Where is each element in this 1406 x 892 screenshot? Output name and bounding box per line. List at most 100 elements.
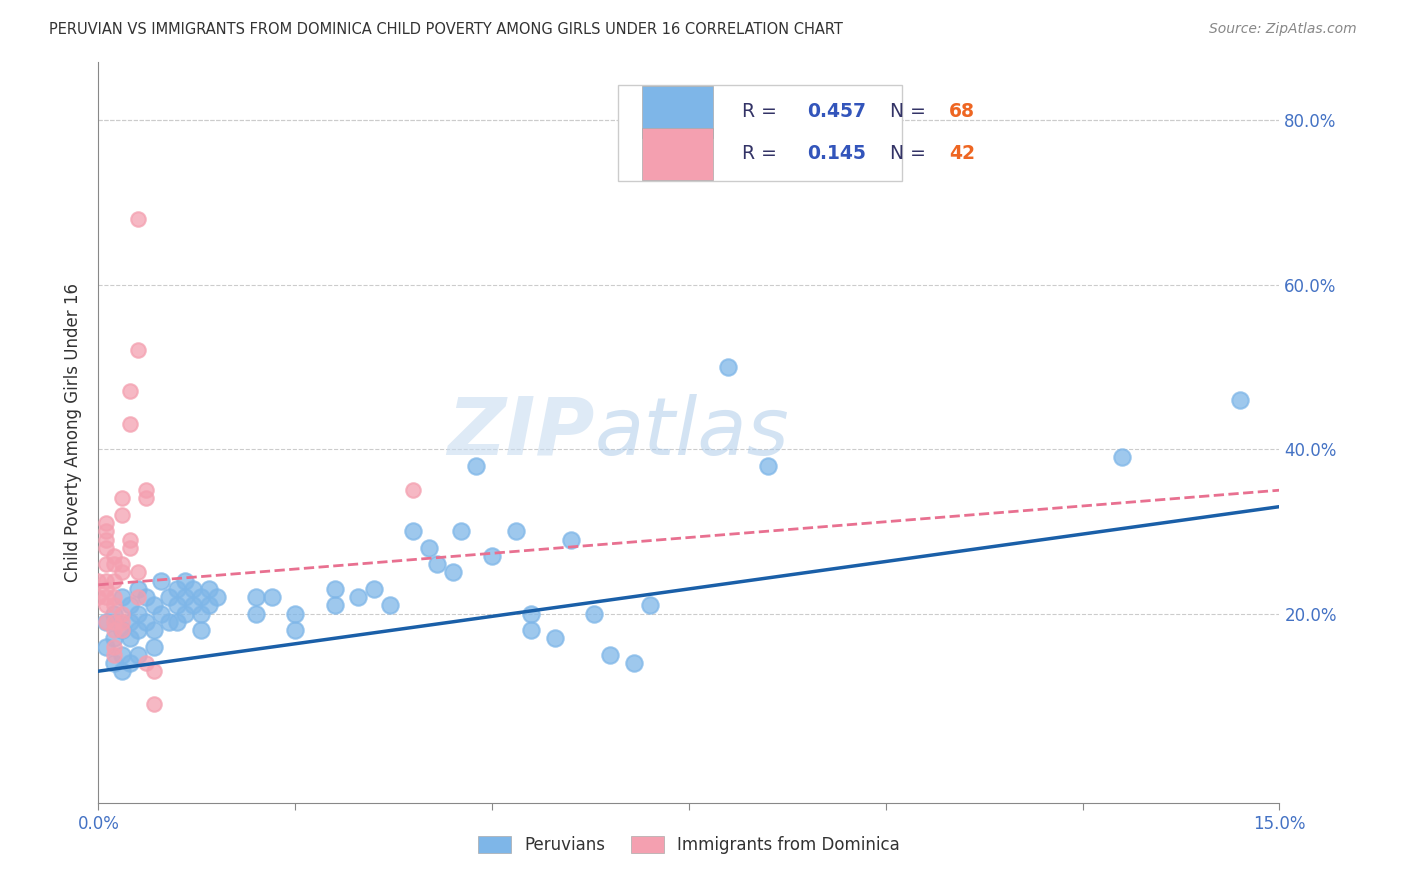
Point [127,582,149,596]
Point [118,599,141,613]
Point [520,623,543,637]
Text: R =: R = [742,102,783,121]
Point [135,491,157,506]
Point [103,640,125,654]
Point [103,648,125,662]
Point [174,607,197,621]
Point [347,590,370,604]
Point [111,558,134,572]
Point [111,648,134,662]
Point [127,590,149,604]
Point [142,623,165,637]
Point [118,417,141,432]
Point [150,607,173,621]
Point [205,590,228,604]
Point [245,590,267,604]
Point [560,533,582,547]
Point [1111,450,1133,465]
Point [127,211,149,226]
Point [174,574,197,588]
Point [103,656,125,670]
Point [323,582,346,596]
Point [197,599,219,613]
Point [118,533,141,547]
Point [118,384,141,399]
Point [441,566,464,580]
Text: atlas: atlas [595,393,789,472]
Point [103,607,125,621]
Point [127,343,149,358]
Point [157,590,180,604]
Point [111,615,134,629]
Point [142,664,165,678]
Point [284,607,307,621]
Point [284,623,307,637]
Point [103,599,125,613]
FancyBboxPatch shape [641,86,713,137]
Point [157,615,180,629]
FancyBboxPatch shape [619,85,901,181]
Point [465,458,488,473]
Point [135,656,157,670]
Point [402,483,425,498]
Point [103,615,125,629]
Point [544,632,567,646]
Text: ZIP: ZIP [447,393,595,472]
Point [103,549,125,563]
Point [402,524,425,539]
Point [418,541,440,555]
Point [127,566,149,580]
Point [142,599,165,613]
Point [127,607,149,621]
Point [450,524,472,539]
Point [111,508,134,522]
FancyBboxPatch shape [641,128,713,180]
Point [481,549,503,563]
Point [174,590,197,604]
Text: 68: 68 [949,102,974,121]
Text: PERUVIAN VS IMMIGRANTS FROM DOMINICA CHILD POVERTY AMONG GIRLS UNDER 16 CORRELAT: PERUVIAN VS IMMIGRANTS FROM DOMINICA CHI… [49,22,844,37]
Legend: Peruvians, Immigrants from Dominica: Peruvians, Immigrants from Dominica [471,830,907,861]
Point [103,632,125,646]
Point [190,623,212,637]
Text: N =: N = [877,145,932,163]
Point [166,599,188,613]
Point [96,640,118,654]
Point [118,656,141,670]
Point [260,590,283,604]
Point [87,590,110,604]
Point [103,623,125,637]
Point [111,623,134,637]
Point [96,533,118,547]
Point [190,607,212,621]
Point [103,574,125,588]
Y-axis label: Child Poverty Among Girls Under 16: Child Poverty Among Girls Under 16 [65,283,83,582]
Point [103,590,125,604]
Point [717,359,740,374]
Text: R =: R = [742,145,783,163]
Point [363,582,385,596]
Point [96,599,118,613]
Point [111,664,134,678]
Point [135,615,157,629]
Point [87,574,110,588]
Point [150,574,173,588]
Point [638,599,661,613]
Point [190,590,212,604]
Point [111,491,134,506]
Text: 0.457: 0.457 [807,102,866,121]
Text: N =: N = [877,102,932,121]
Text: Source: ZipAtlas.com: Source: ZipAtlas.com [1209,22,1357,37]
Point [96,516,118,530]
Point [96,582,118,596]
Point [181,582,204,596]
Point [118,632,141,646]
Point [520,607,543,621]
Point [323,599,346,613]
Point [96,590,118,604]
Point [118,541,141,555]
Point [756,458,779,473]
Point [599,648,621,662]
Point [583,607,606,621]
Point [111,590,134,604]
